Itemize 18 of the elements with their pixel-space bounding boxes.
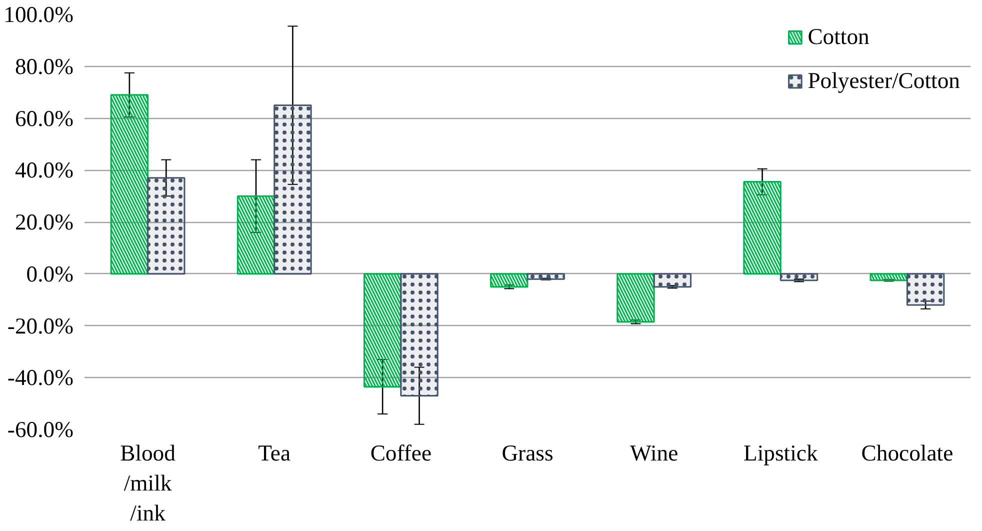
y-tick-label: 100.0% [4, 2, 74, 27]
x-tick-label: Wine [630, 440, 678, 466]
x-tick-label: Grass [502, 440, 554, 466]
x-tick-label: Lipstick [744, 440, 818, 466]
x-tick-label: Tea [258, 440, 291, 466]
y-tick-label: -20.0% [7, 313, 74, 338]
x-tick-label: Coffee [370, 440, 432, 466]
legend-label: Polyester/Cotton [808, 68, 960, 94]
y-tick-label: 20.0% [14, 210, 74, 234]
y-tick-label: -60.0% [7, 417, 74, 442]
y-tick-label: 40.0% [14, 158, 74, 183]
x-tick-label: Chocolate [861, 440, 954, 466]
y-tick-label: 60.0% [14, 106, 74, 131]
x-tick-label: Blood /milk /ink [120, 440, 176, 526]
y-tick-label: 0.0% [26, 261, 74, 286]
y-tick-label: -40.0% [7, 365, 74, 390]
y-tick-label: 80.0% [14, 54, 74, 79]
legend-label: Cotton [808, 24, 870, 50]
